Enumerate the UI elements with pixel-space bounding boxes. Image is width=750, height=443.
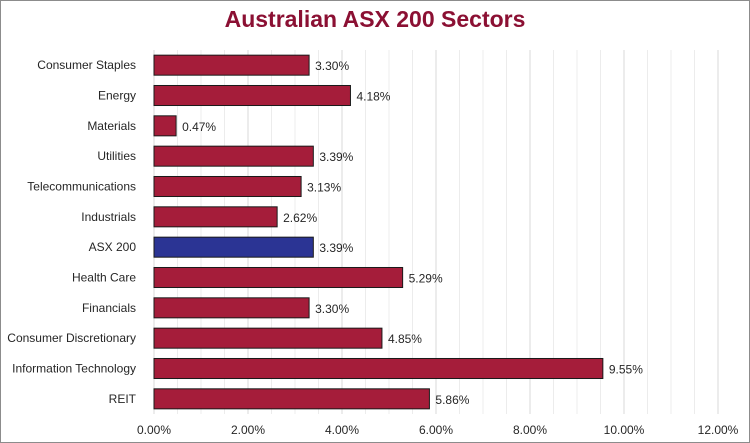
chart-title: Australian ASX 200 Sectors (224, 6, 526, 32)
category-label: Consumer Discretionary (7, 331, 136, 345)
data-label: 3.39% (319, 241, 353, 255)
category-labels: Consumer Staples Energy Materials Utilities… (7, 58, 136, 406)
category-label: REIT (109, 392, 137, 406)
bar-health-care (153, 266, 404, 289)
data-label: 5.86% (435, 393, 469, 407)
gridlines (153, 50, 719, 414)
x-tick-label: 0.00% (137, 423, 171, 437)
x-tick-label: 4.00% (325, 423, 359, 437)
bar-industrials (153, 206, 278, 228)
x-tick-label: 2.00% (231, 423, 265, 437)
data-label: 4.18% (356, 90, 390, 104)
category-label: Consumer Staples (37, 58, 136, 72)
bar-consumer-discretionary (153, 327, 383, 349)
bar-information-technology (153, 357, 604, 380)
x-tick-label: 12.00% (698, 423, 739, 437)
category-label: Utilities (97, 149, 136, 163)
data-label: 9.55% (609, 363, 643, 377)
category-label: ASX 200 (89, 240, 137, 254)
category-label: Energy (98, 89, 136, 103)
x-tick-label: 10.00% (604, 423, 645, 437)
category-label: Information Technology (12, 362, 136, 376)
data-label: 3.30% (315, 59, 349, 73)
x-tick-label: 6.00% (419, 423, 453, 437)
data-label: 0.47% (182, 120, 216, 134)
category-label: Industrials (81, 210, 136, 224)
data-label: 3.30% (315, 302, 349, 316)
x-tick-labels: 0.00% 2.00% 4.00% 6.00% 8.00% 10.00% 12.00% (137, 423, 739, 437)
data-label: 5.29% (409, 272, 443, 286)
bar-utilities (153, 145, 314, 167)
data-label: 4.85% (388, 332, 422, 346)
bar-financials (153, 297, 310, 319)
category-label: Health Care (72, 271, 136, 285)
category-label: Financials (82, 301, 136, 315)
bar-asx-200 (153, 236, 314, 258)
x-tick-label: 8.00% (513, 423, 547, 437)
category-label: Materials (87, 119, 136, 133)
data-label: 3.13% (307, 181, 341, 195)
bar-energy (153, 84, 351, 107)
bar-materials (153, 115, 177, 137)
bars (153, 54, 604, 410)
category-label: Telecommunications (27, 180, 136, 194)
bar-consumer-staples (153, 54, 310, 76)
bar-reit (153, 388, 430, 410)
data-label: 3.39% (319, 150, 353, 164)
bar-telecommunications (153, 175, 302, 198)
data-labels: 3.30% 4.18% 0.47% 3.39% 3.13% 2.62% 3.39% 5.29%… (182, 59, 643, 407)
data-label: 2.62% (283, 211, 317, 225)
